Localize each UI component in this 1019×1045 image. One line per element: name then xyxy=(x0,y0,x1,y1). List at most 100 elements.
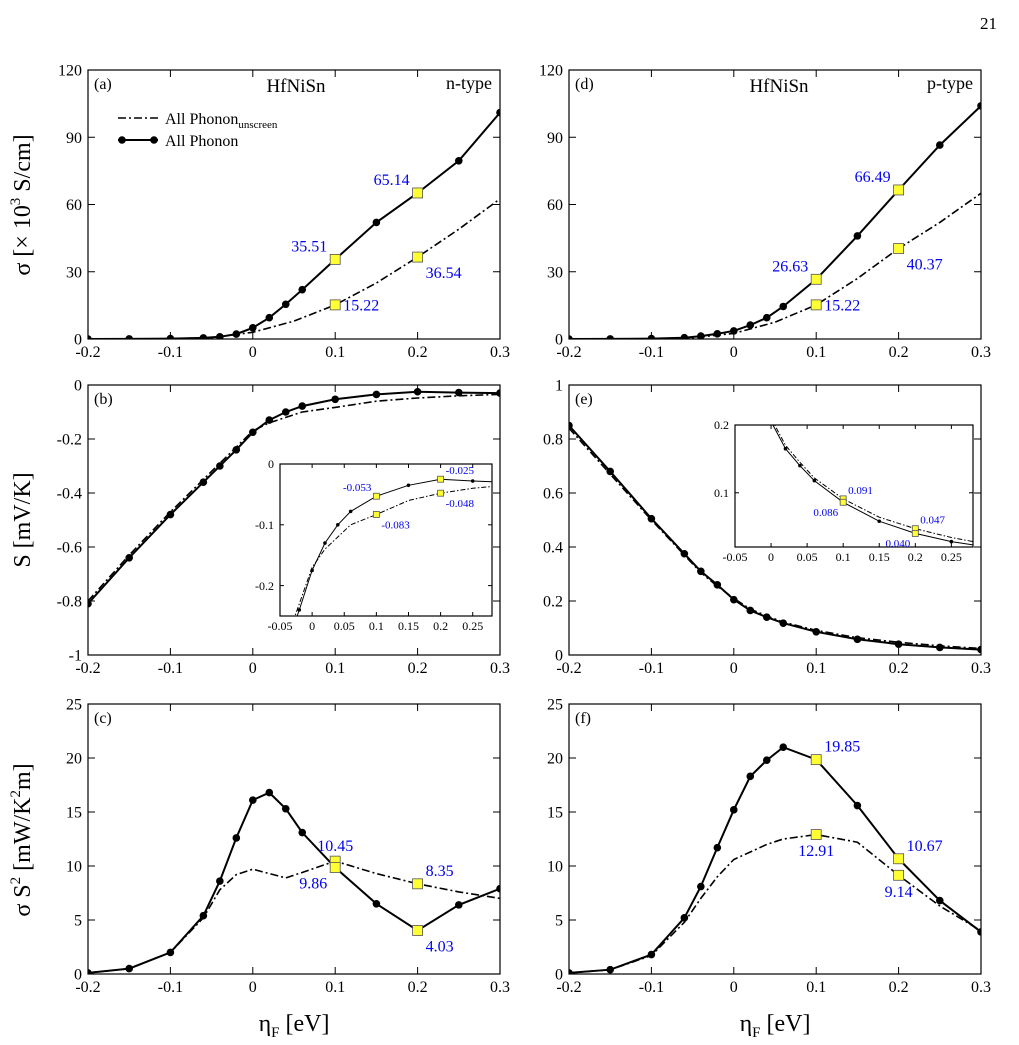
panel-tag: n-type xyxy=(446,73,492,93)
x-axis: -0.2 -0.1 0 0.1 0.2 0.3 xyxy=(556,385,991,677)
data-marker xyxy=(893,869,904,881)
data-label: 36.54 xyxy=(426,265,462,282)
inset-series-screened-point xyxy=(740,349,744,353)
x-axis: -0.2 -0.1 0 0.1 0.2 0.3 xyxy=(75,385,510,677)
series-screened-point xyxy=(298,828,307,837)
series-group xyxy=(88,387,500,608)
series-screened-point xyxy=(936,896,944,905)
data-marker xyxy=(893,853,904,865)
series-screened-point xyxy=(762,756,771,764)
series-screened-point xyxy=(746,772,755,781)
series-unscreened-line xyxy=(88,198,500,339)
y-tick-label: 90 xyxy=(66,130,82,147)
inset-series-screened-point xyxy=(661,98,665,102)
series-screened-point xyxy=(977,928,981,936)
x-tick-label: -0.1 xyxy=(639,660,664,677)
y-axis: 0 5 10 15 20 25 xyxy=(66,697,500,984)
y-tick-label: 1 xyxy=(555,378,563,395)
series-screened-point xyxy=(680,914,689,922)
data-marker xyxy=(437,489,445,497)
x-tick-label: -0.1 xyxy=(158,344,183,361)
y-tick-label: 0 xyxy=(555,332,563,349)
x-tick-label: 0.3 xyxy=(490,660,510,677)
y-tick-label: 25 xyxy=(547,697,563,714)
panel-title: HfNiSn xyxy=(749,76,809,97)
data-label: 15.22 xyxy=(824,297,860,314)
legend-unscreened-label: All Phononunscreen xyxy=(165,111,278,131)
series-screened-point xyxy=(232,834,241,842)
inset-series-unscreened-line xyxy=(774,425,973,543)
y-tick-label: 0 xyxy=(74,332,82,349)
series-screened-point xyxy=(746,606,755,615)
data-label: 65.14 xyxy=(374,172,410,189)
x-tick-label: 0 xyxy=(730,344,738,361)
inset-series-screened-point xyxy=(503,480,507,484)
y-tick-label: 0.4 xyxy=(543,540,563,557)
y-axis: 0 30 60 90 120 xyxy=(539,63,981,349)
y-tick-label: 20 xyxy=(66,751,82,768)
series-screened-point xyxy=(496,884,500,893)
series-screened-point xyxy=(762,313,771,322)
panel-c: -0.2 -0.1 0 0.1 0.2 0.3 0 5 10 15 20 25 10.45 9.86 8.3… xyxy=(66,697,510,996)
x-tick-label: 0.2 xyxy=(889,344,909,361)
inset-series-screened-point xyxy=(272,681,276,685)
y-tick-label: 0 xyxy=(555,648,563,665)
panel-a: -0.2 -0.1 0 0.1 0.2 0.3 0 30 60 90 120 35.51 65.14 15… xyxy=(58,63,510,361)
series-screened-point xyxy=(166,510,175,519)
series-screened-point xyxy=(455,156,463,165)
series-screened-point xyxy=(413,387,422,396)
series-screened-point xyxy=(372,390,381,399)
x-tick-label: -0.2 xyxy=(556,344,581,361)
data-label: -0.053 xyxy=(343,482,372,494)
panel-d: -0.2 -0.1 0 0.1 0.2 0.3 0 30 60 90 120 26.63 66.49 15… xyxy=(539,63,991,361)
series-screened-point xyxy=(697,882,705,891)
series-screened-point xyxy=(606,335,614,339)
panel-label: (a) xyxy=(94,76,112,93)
x-axis-title: ηF [eV] xyxy=(740,1011,811,1041)
data-label: -0.025 xyxy=(446,465,475,477)
data-label: 4.03 xyxy=(426,938,454,955)
series-screened-point xyxy=(125,554,133,562)
panel-tag: p-type xyxy=(927,73,973,93)
y-axis-title-pf: σ S2 [mW/K2m] xyxy=(8,763,36,916)
data-marker xyxy=(911,530,919,537)
x-tick-label: 0 xyxy=(730,660,738,677)
x-axis: -0.2 -0.1 0 0.1 0.2 0.3 xyxy=(75,70,510,361)
x-tick-label: 0.1 xyxy=(369,619,384,633)
x-tick-label: 0.25 xyxy=(941,550,962,564)
data-marker xyxy=(329,862,341,873)
y-tick-label: 0.6 xyxy=(543,486,563,503)
x-tick-label: -0.1 xyxy=(158,979,183,996)
x-tick-label: 0.3 xyxy=(490,979,510,996)
y-tick-label: 0 xyxy=(555,967,563,984)
legend-point xyxy=(118,136,126,144)
series-screened-point xyxy=(853,232,862,240)
y-tick-label: -0.6 xyxy=(57,540,82,557)
x-axis: -0.05 0 0.05 0.1 0.15 0.2 0.25 xyxy=(723,425,962,564)
panel-label: (b) xyxy=(94,391,113,408)
inset-e: -0.05 0 0.05 0.1 0.15 0.2 0.25 0.1 0.2 0.091 0.086… xyxy=(661,98,974,564)
series-screened-point xyxy=(455,901,463,909)
series-unscreened-line xyxy=(88,860,500,974)
series-screened-point xyxy=(647,334,656,339)
series-screened-point xyxy=(88,335,92,339)
y-tick-label: 30 xyxy=(66,264,82,281)
inset-series-screened-point xyxy=(323,541,327,545)
data-marker xyxy=(412,925,424,936)
inset-series-screened-point xyxy=(812,478,817,483)
series-screened-point xyxy=(216,877,224,885)
x-tick-label: 0 xyxy=(249,979,257,996)
plot-frame xyxy=(734,424,974,548)
x-tick-label: 0.25 xyxy=(462,619,483,633)
plot-frame xyxy=(87,69,501,340)
x-tick-label: -0.2 xyxy=(556,979,581,996)
series-screened-point xyxy=(496,389,500,397)
panel-label: (f) xyxy=(575,710,591,727)
series-screened-point xyxy=(779,302,788,311)
panel-e: -0.2 -0.1 0 0.1 0.2 0.3 0 0.2 0.4 0.6 0.8 1 (e) -0.05… xyxy=(543,98,991,677)
series-screened-point xyxy=(713,843,722,852)
y-tick-label: 0 xyxy=(74,378,82,395)
series-screened-point xyxy=(977,645,981,654)
series-screened-point xyxy=(216,462,224,470)
data-marker xyxy=(412,878,424,890)
